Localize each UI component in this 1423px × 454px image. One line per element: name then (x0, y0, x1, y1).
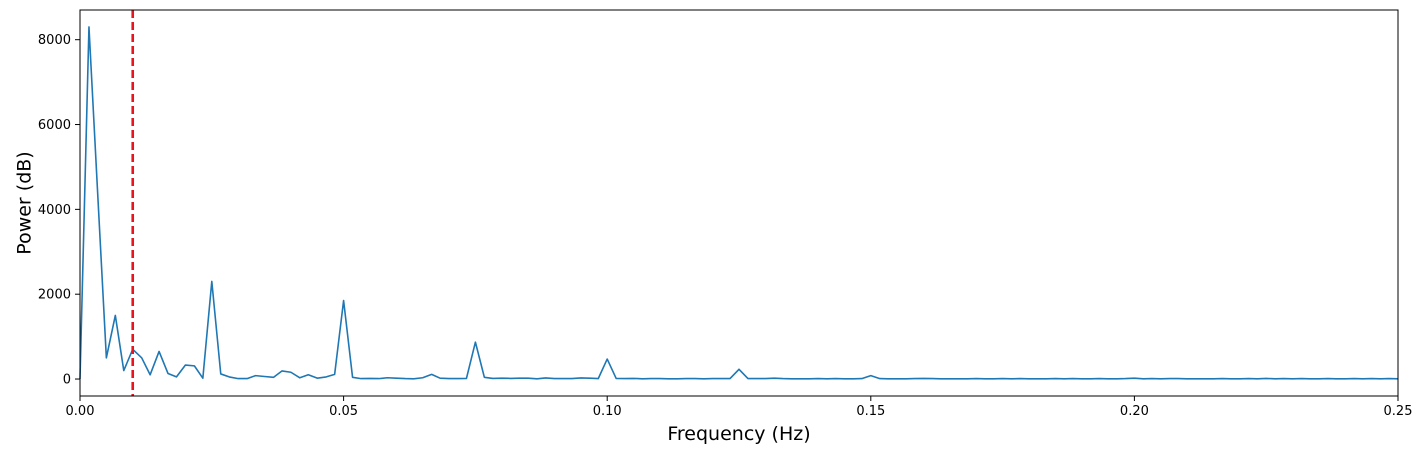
x-tick-label: 0.25 (1384, 404, 1413, 419)
y-axis: 0 2000 4000 6000 8000 (38, 33, 80, 388)
x-tick-label: 0.20 (1120, 404, 1149, 419)
axes-frame (79, 9, 1399, 397)
x-axis: 0.00 0.05 0.10 0.15 0.20 0.25 (66, 396, 1413, 419)
x-tick-label: 0.10 (593, 404, 622, 419)
x-axis-label: Frequency (Hz) (667, 423, 810, 445)
x-tick-label: 0.15 (856, 404, 885, 419)
y-tick-label: 0 (63, 373, 71, 388)
y-axis-label: Power (dB) (14, 151, 36, 254)
x-tick-label: 0.05 (329, 404, 358, 419)
y-tick-label: 6000 (38, 118, 71, 133)
x-tick-label: 0.00 (66, 404, 95, 419)
series-line-0 (79, 26, 1399, 380)
y-tick-label: 8000 (38, 33, 71, 48)
y-tick-label: 4000 (38, 203, 71, 218)
series-layer (79, 26, 1399, 380)
y-tick-label: 2000 (38, 288, 71, 303)
